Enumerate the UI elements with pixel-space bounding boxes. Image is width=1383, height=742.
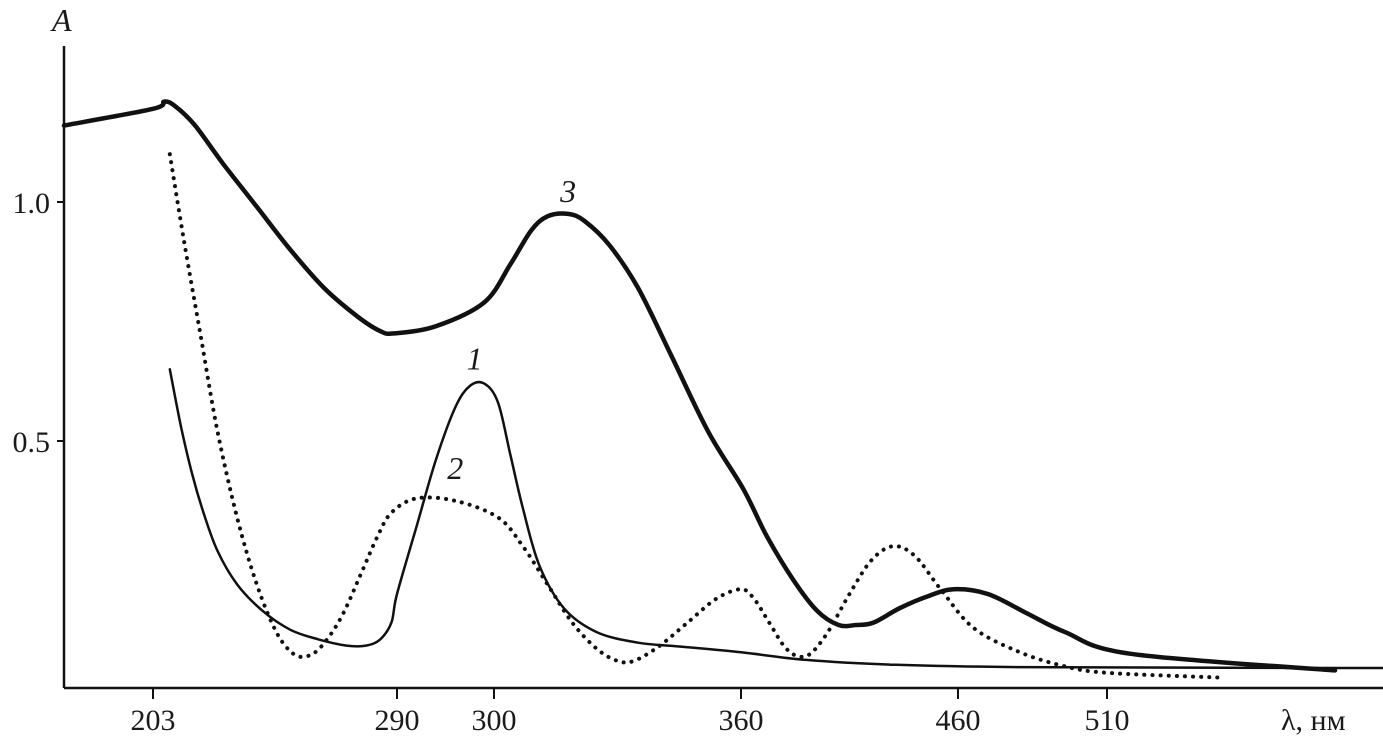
x-tick-label-460: 460 <box>936 704 981 737</box>
series-line-3 <box>61 99 1338 673</box>
curve-labels: 1 2 3 <box>447 173 576 486</box>
series-line-2 <box>167 152 1223 680</box>
y-tick-label-0.5: 0.5 <box>13 426 51 459</box>
y-axis-ticks: 0.5 1.0 <box>13 187 64 459</box>
x-tick-label-203: 203 <box>131 704 176 737</box>
series-layer <box>61 99 1383 680</box>
x-axis-title: λ, нм <box>1281 704 1346 737</box>
curve-label-2: 2 <box>447 450 463 486</box>
series-line-1 <box>168 368 1383 670</box>
x-tick-label-290: 290 <box>375 704 420 737</box>
x-tick-label-300: 300 <box>472 704 517 737</box>
x-tick-label-360: 360 <box>719 704 764 737</box>
y-axis-title: A <box>50 2 72 38</box>
x-tick-label-510: 510 <box>1085 704 1130 737</box>
curve-label-1: 1 <box>467 340 483 376</box>
curve-label-3: 3 <box>559 173 576 209</box>
y-tick-label-1.0: 1.0 <box>13 187 51 220</box>
x-axis-ticks: 203 290 300 360 460 510 <box>131 688 1130 737</box>
